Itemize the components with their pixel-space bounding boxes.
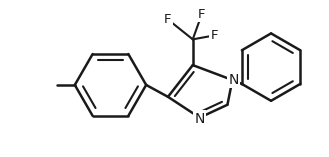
Text: F: F — [198, 8, 205, 21]
Text: N: N — [228, 73, 239, 87]
Text: F: F — [164, 13, 172, 26]
Text: N: N — [194, 112, 205, 126]
Text: F: F — [211, 29, 218, 42]
